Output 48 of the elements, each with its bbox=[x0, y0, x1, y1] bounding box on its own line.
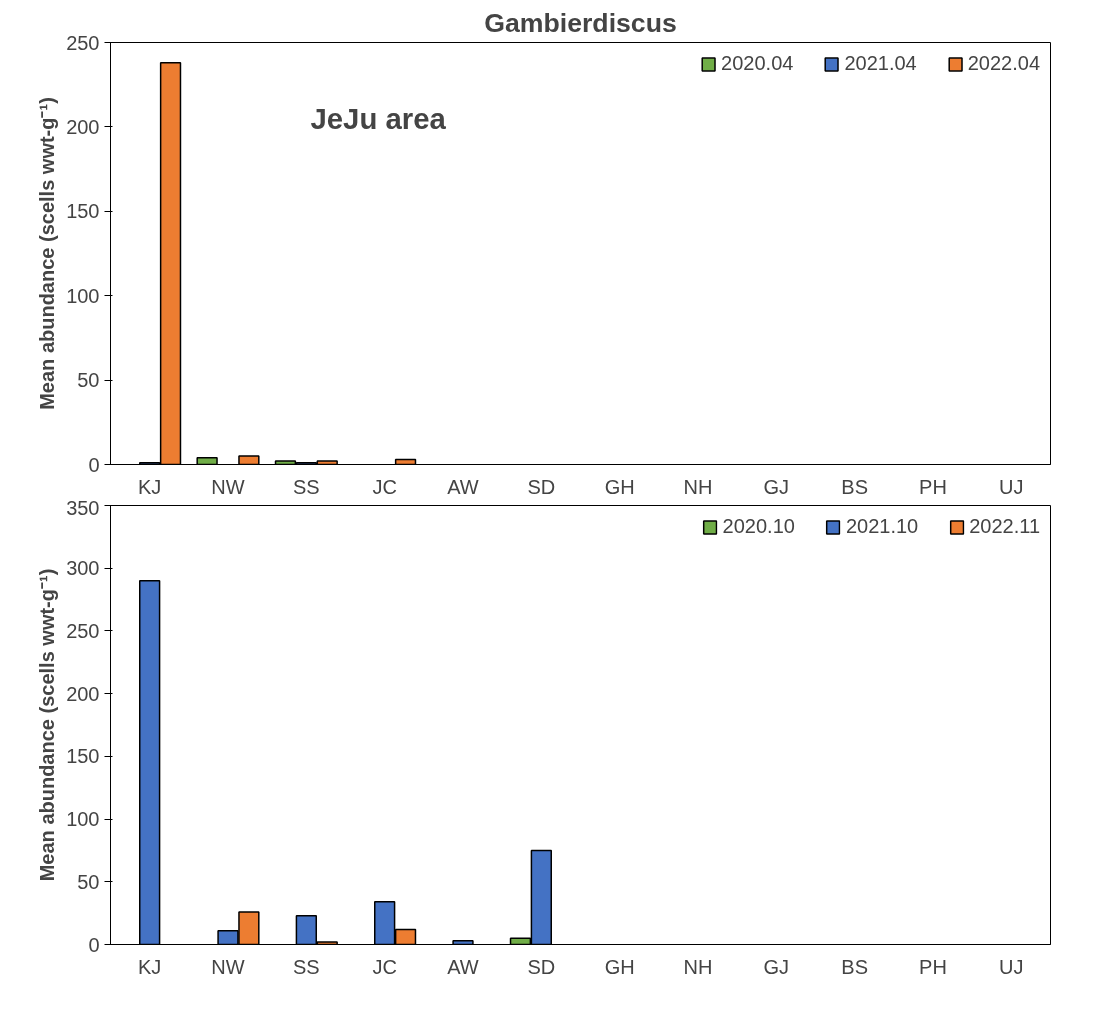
y-tick-label: 50 bbox=[77, 369, 100, 392]
x-tick-label: NH bbox=[683, 955, 713, 978]
y-tick-label: 150 bbox=[66, 200, 100, 223]
x-tick-label: SD bbox=[527, 475, 556, 498]
y-tick-label: 100 bbox=[66, 808, 100, 831]
x-tick-label: BS bbox=[841, 475, 869, 498]
y-tick-label: 350 bbox=[66, 496, 100, 519]
x-tick-label: KJ bbox=[138, 475, 162, 498]
chart-title: Gambierdiscus bbox=[484, 7, 677, 38]
x-tick-label: JC bbox=[372, 475, 397, 498]
x-tick-label: UJ bbox=[999, 475, 1024, 498]
x-tick-label: GH bbox=[604, 955, 635, 978]
legend-label: 2022.04 bbox=[967, 52, 1040, 75]
x-tick-label: NW bbox=[211, 955, 245, 978]
y-tick-label: 250 bbox=[66, 31, 100, 54]
x-tick-label: GH bbox=[604, 475, 635, 498]
x-tick-label: BS bbox=[841, 955, 869, 978]
legend-label: 2022.11 bbox=[969, 515, 1040, 538]
x-tick-label: KJ bbox=[138, 955, 162, 978]
y-tick-label: 0 bbox=[88, 933, 100, 956]
x-tick-label: AW bbox=[447, 955, 479, 978]
y-tick-label: 150 bbox=[66, 745, 100, 768]
x-tick-label: PH bbox=[919, 955, 947, 978]
x-tick-label: GJ bbox=[763, 475, 790, 498]
x-tick-label: NH bbox=[683, 475, 713, 498]
legend-label: 2021.04 bbox=[844, 52, 917, 75]
y-tick-label: 50 bbox=[77, 870, 100, 893]
legend-label: 2020.10 bbox=[722, 515, 795, 538]
y-tick-label: 0 bbox=[88, 453, 100, 476]
y-tick-label: 200 bbox=[66, 115, 100, 138]
x-tick-label: GJ bbox=[763, 955, 790, 978]
x-tick-label: AW bbox=[447, 475, 479, 498]
y-tick-label: 100 bbox=[66, 284, 100, 307]
y-tick-label: 300 bbox=[66, 557, 100, 580]
y-tick-label: 250 bbox=[66, 619, 100, 642]
x-tick-label: SS bbox=[292, 955, 320, 978]
x-tick-label: JC bbox=[372, 955, 397, 978]
x-tick-label: PH bbox=[919, 475, 947, 498]
y-axis-title: Mean abundance (scells wwt-g⁻¹) bbox=[36, 97, 59, 410]
legend-label: 2020.04 bbox=[721, 52, 794, 75]
x-tick-label: NW bbox=[211, 475, 245, 498]
y-tick-label: 200 bbox=[66, 682, 100, 705]
y-axis-title: Mean abundance (scells wwt-g⁻¹) bbox=[36, 568, 59, 882]
x-tick-label: UJ bbox=[999, 955, 1024, 978]
x-tick-label: SD bbox=[527, 955, 556, 978]
legend-label: 2021.10 bbox=[845, 515, 919, 538]
x-tick-label: SS bbox=[292, 475, 320, 498]
annotation: JeJu area bbox=[310, 102, 447, 136]
